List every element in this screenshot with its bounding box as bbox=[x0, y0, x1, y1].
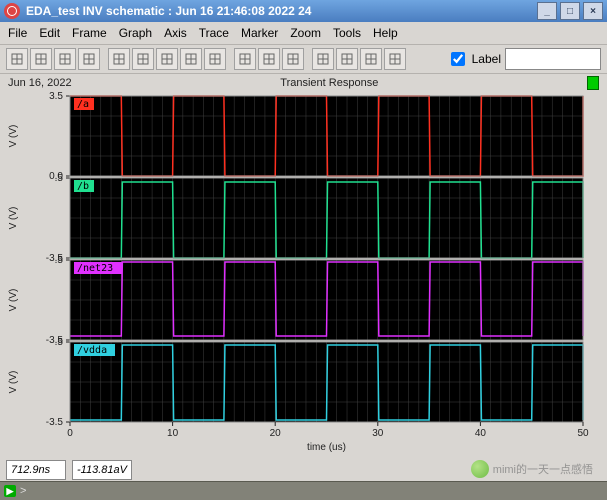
status-indicator bbox=[587, 76, 599, 90]
minimize-button[interactable]: _ bbox=[537, 2, 557, 20]
svg-text:50: 50 bbox=[577, 428, 589, 439]
info-date: Jun 16, 2022 bbox=[8, 77, 72, 89]
window-controls: _ □ × bbox=[537, 2, 603, 20]
menu-frame[interactable]: Frame bbox=[72, 26, 107, 40]
command-prompt: > bbox=[20, 485, 26, 497]
svg-text:0: 0 bbox=[67, 428, 73, 439]
copy-button[interactable] bbox=[282, 48, 304, 70]
app-icon bbox=[4, 3, 20, 19]
grid-dense-button[interactable] bbox=[54, 48, 76, 70]
run-arrow-icon[interactable]: ▶ bbox=[4, 485, 16, 497]
svg-text:/vdda: /vdda bbox=[77, 345, 107, 356]
plot-area[interactable]: 0.03.5V (V)/a-3.5.5V (V)/b-3.5.5V (V)/ne… bbox=[0, 91, 607, 458]
label-text: Label bbox=[472, 52, 501, 66]
svg-text:V (V): V (V) bbox=[8, 371, 19, 394]
menu-graph[interactable]: Graph bbox=[119, 26, 152, 40]
svg-text:.5: .5 bbox=[55, 173, 64, 184]
tool-buttons bbox=[6, 48, 408, 70]
cursor-button[interactable] bbox=[258, 48, 280, 70]
svg-text:.5: .5 bbox=[55, 255, 64, 266]
redraw-button[interactable] bbox=[108, 48, 130, 70]
svg-text:time (us): time (us) bbox=[307, 442, 346, 453]
menu-help[interactable]: Help bbox=[373, 26, 398, 40]
layout-button[interactable] bbox=[180, 48, 202, 70]
waveform-svg: 0.03.5V (V)/a-3.5.5V (V)/b-3.5.5V (V)/ne… bbox=[0, 91, 607, 458]
zoom-in-button[interactable] bbox=[360, 48, 382, 70]
print-button[interactable] bbox=[6, 48, 28, 70]
zoom-out-button[interactable] bbox=[384, 48, 406, 70]
svg-text:20: 20 bbox=[270, 428, 282, 439]
svg-text:V (V): V (V) bbox=[8, 289, 19, 312]
menu-axis[interactable]: Axis bbox=[164, 26, 187, 40]
svg-text:.5: .5 bbox=[55, 337, 64, 348]
menu-tools[interactable]: Tools bbox=[333, 26, 361, 40]
svg-text:10: 10 bbox=[167, 428, 179, 439]
svg-text:40: 40 bbox=[475, 428, 487, 439]
label-input[interactable] bbox=[505, 48, 601, 70]
time-readout: 712.9ns bbox=[6, 460, 66, 480]
fit-button[interactable] bbox=[336, 48, 358, 70]
menu-trace[interactable]: Trace bbox=[199, 26, 229, 40]
svg-text:/b: /b bbox=[77, 181, 89, 192]
grid-sparse-button[interactable] bbox=[78, 48, 100, 70]
svg-text:/net23: /net23 bbox=[77, 263, 113, 274]
svg-text:V (V): V (V) bbox=[8, 207, 19, 230]
maximize-button[interactable]: □ bbox=[560, 2, 580, 20]
crosshair-button[interactable] bbox=[312, 48, 334, 70]
align-button[interactable] bbox=[234, 48, 256, 70]
svg-text:-3.5: -3.5 bbox=[46, 417, 64, 428]
footer: 712.9ns -113.81aV bbox=[0, 458, 607, 482]
menu-edit[interactable]: Edit bbox=[39, 26, 60, 40]
menubar: File Edit Frame Graph Axis Trace Marker Zoom Too… bbox=[0, 22, 607, 45]
info-title: Transient Response bbox=[72, 77, 587, 89]
menu-zoom[interactable]: Zoom bbox=[290, 26, 321, 40]
command-line[interactable]: ▶ > bbox=[0, 481, 607, 500]
svg-text:/a: /a bbox=[77, 99, 89, 110]
svg-text:V (V): V (V) bbox=[8, 125, 19, 148]
svg-text:30: 30 bbox=[372, 428, 384, 439]
label-toggle[interactable]: Label bbox=[447, 49, 501, 69]
undo-button[interactable] bbox=[30, 48, 52, 70]
titlebar: EDA_test INV schematic : Jun 16 21:46:08… bbox=[0, 0, 607, 22]
svg-text:3.5: 3.5 bbox=[49, 91, 63, 102]
subpane-h-button[interactable] bbox=[132, 48, 154, 70]
menu-file[interactable]: File bbox=[8, 26, 27, 40]
close-button[interactable]: × bbox=[583, 2, 603, 20]
value-readout: -113.81aV bbox=[72, 460, 132, 480]
label-checkbox[interactable] bbox=[451, 52, 465, 66]
ruler-button[interactable] bbox=[204, 48, 226, 70]
subpane-v-button[interactable] bbox=[156, 48, 178, 70]
toolbar: Label bbox=[0, 45, 607, 74]
menu-marker[interactable]: Marker bbox=[241, 26, 278, 40]
window-title: EDA_test INV schematic : Jun 16 21:46:08… bbox=[26, 4, 537, 18]
